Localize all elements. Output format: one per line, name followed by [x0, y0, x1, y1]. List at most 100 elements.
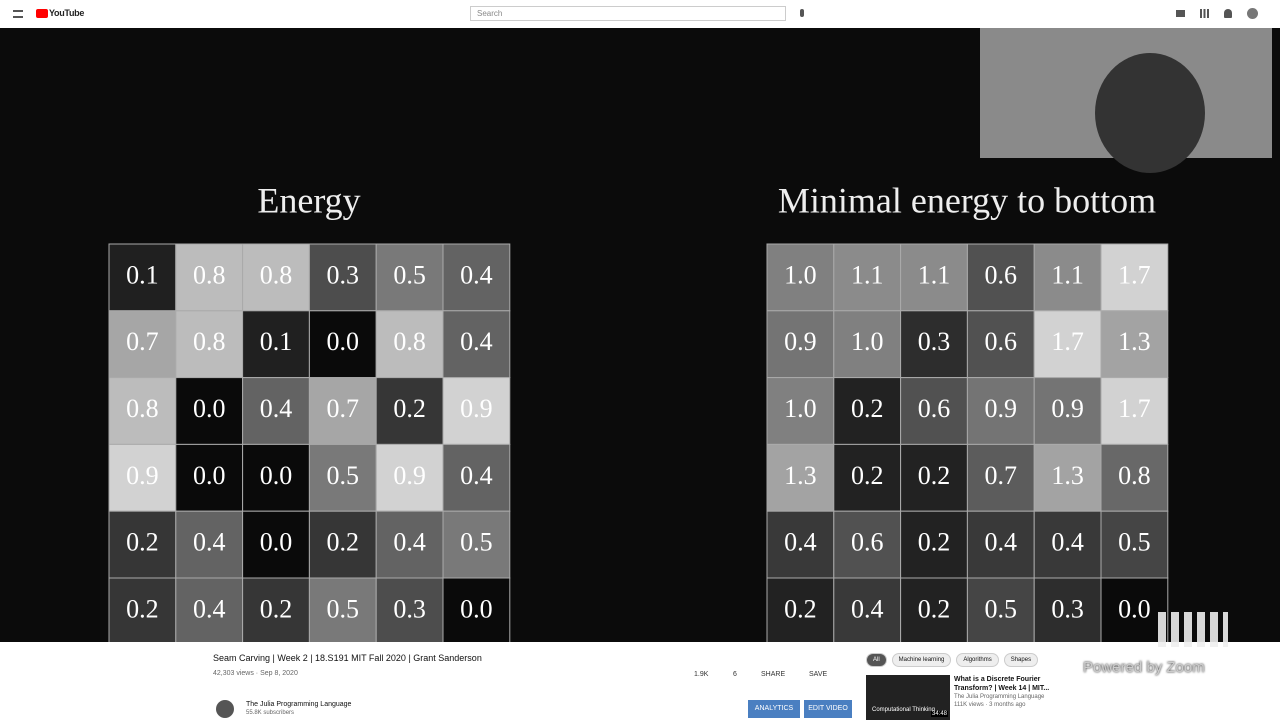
cell-value: 0.8 — [126, 394, 159, 423]
cell-value: 0.5 — [1118, 528, 1151, 557]
dislike-button[interactable]: 6 — [733, 671, 737, 678]
cell-value: 0.9 — [1051, 394, 1084, 423]
grid-cell — [108, 577, 177, 642]
cell-value: 0.9 — [393, 461, 426, 490]
channel-avatar[interactable] — [216, 700, 234, 718]
cell-value: 0.9 — [985, 394, 1018, 423]
cell-value: 0.9 — [784, 327, 817, 356]
cell-value: 0.8 — [260, 260, 293, 289]
cell-value: 0.3 — [327, 260, 360, 289]
grid-cell — [242, 377, 310, 445]
grid-cell — [108, 510, 177, 579]
rec-title[interactable]: What is a Discrete Fourier Transform? | … — [954, 676, 1050, 692]
cell-value: 0.4 — [460, 327, 493, 356]
cell-value: 0.3 — [393, 594, 426, 623]
logo-icon[interactable] — [36, 9, 48, 18]
cell-value: 0.4 — [460, 260, 493, 289]
top-bar: YouTube Search — [0, 0, 1280, 28]
search-box[interactable]: Search — [470, 6, 786, 21]
cell-value: 1.0 — [851, 327, 884, 356]
cell-value: 0.2 — [784, 594, 817, 623]
grid-cell — [900, 377, 968, 445]
cell-value: 0.4 — [193, 528, 226, 557]
grid-cell — [1100, 377, 1169, 445]
cell-value: 0.6 — [851, 528, 884, 557]
cell-value: 0.6 — [918, 394, 951, 423]
edit-button[interactable]: EDIT VIDEO — [804, 700, 852, 718]
grid-cell — [833, 443, 902, 512]
cell-value: 0.4 — [393, 528, 426, 557]
cell-value: 1.1 — [851, 260, 884, 289]
grid-cell — [108, 443, 177, 512]
cell-value: 0.5 — [327, 461, 360, 490]
grid-cell — [375, 443, 444, 512]
cell-value: 0.2 — [126, 528, 159, 557]
cell-value: 0.0 — [193, 394, 226, 423]
logo[interactable]: YouTube — [49, 8, 85, 18]
cell-value: 1.7 — [1051, 327, 1084, 356]
chip[interactable]: Shapes — [1003, 653, 1039, 667]
grid-cell — [242, 443, 310, 512]
save-button[interactable]: SAVE — [809, 671, 828, 678]
mic-icon[interactable] — [800, 9, 804, 17]
grid-cell — [766, 577, 835, 642]
cell-value: 1.3 — [784, 461, 817, 490]
grid-cell — [175, 310, 244, 379]
cell-value: 0.1 — [126, 260, 159, 289]
cell-value: 0.7 — [985, 461, 1018, 490]
apps-icon[interactable] — [1200, 9, 1209, 18]
cell-value: 0.3 — [918, 327, 951, 356]
cell-value: 1.0 — [784, 394, 817, 423]
cell-value: 1.0 — [784, 260, 817, 289]
video-title: Seam Carving | Week 2 | 18.S191 MIT Fall… — [213, 653, 482, 663]
video[interactable]: Energy 0.1 0.8 0.8 0.3 0.5 0.4 0.7 0.8 0.1 0.0 0.8 0… — [0, 28, 1280, 642]
bell-icon[interactable] — [1224, 9, 1232, 18]
grid-cell — [766, 243, 835, 312]
cell-value: 0.8 — [193, 327, 226, 356]
grid-cell — [966, 377, 1035, 445]
chip[interactable]: All — [866, 653, 887, 667]
webcam-person — [1095, 53, 1205, 173]
share-button[interactable]: SHARE — [761, 671, 786, 678]
grid-cell — [966, 443, 1035, 512]
cell-value: 0.1 — [260, 327, 293, 356]
grid-cell — [308, 377, 377, 445]
create-icon[interactable] — [1176, 10, 1185, 17]
grid-cell — [833, 510, 902, 579]
cell-value: 1.3 — [1118, 327, 1151, 356]
cell-value: 0.4 — [851, 594, 884, 623]
grid-cell — [175, 243, 244, 312]
grid-cell — [242, 243, 310, 312]
grid-cell — [833, 577, 902, 642]
thumb-text: Computational Thinking — [872, 707, 935, 713]
like-button[interactable]: 1.9K — [694, 671, 709, 678]
cell-value: 0.7 — [327, 394, 360, 423]
search-placeholder: Search — [477, 9, 503, 18]
thumbnail[interactable]: Computational Thinking 34:48 — [866, 675, 950, 720]
grid-cell — [966, 577, 1035, 642]
avatar[interactable] — [1247, 8, 1258, 19]
grid-cell — [242, 577, 310, 642]
mit-logo — [1158, 612, 1228, 647]
grid-cell — [108, 243, 177, 312]
channel-name[interactable]: The Julia Programming Language — [246, 701, 352, 708]
grid-cell — [175, 443, 244, 512]
menu-icon[interactable] — [13, 10, 23, 18]
subscribers: 55.8K subscribers — [246, 710, 295, 716]
cell-value: 0.2 — [918, 594, 951, 623]
grid-cell — [1033, 510, 1102, 579]
chip[interactable]: Algorithms — [956, 653, 999, 667]
cell-value: 0.4 — [193, 594, 226, 623]
grid-cell — [1100, 310, 1169, 379]
cell-value: 0.8 — [193, 260, 226, 289]
chip[interactable]: Machine learning — [891, 653, 952, 667]
grid-cell — [442, 577, 511, 642]
panel-title: Energy — [257, 180, 360, 220]
grid-cell — [766, 443, 835, 512]
cell-value: 0.5 — [393, 260, 426, 289]
grid-cell — [108, 310, 177, 379]
analytics-button[interactable]: ANALYTICS — [748, 700, 800, 718]
cell-value: 0.4 — [1051, 528, 1084, 557]
grid-cell — [900, 510, 968, 579]
cell-value: 0.0 — [327, 327, 360, 356]
